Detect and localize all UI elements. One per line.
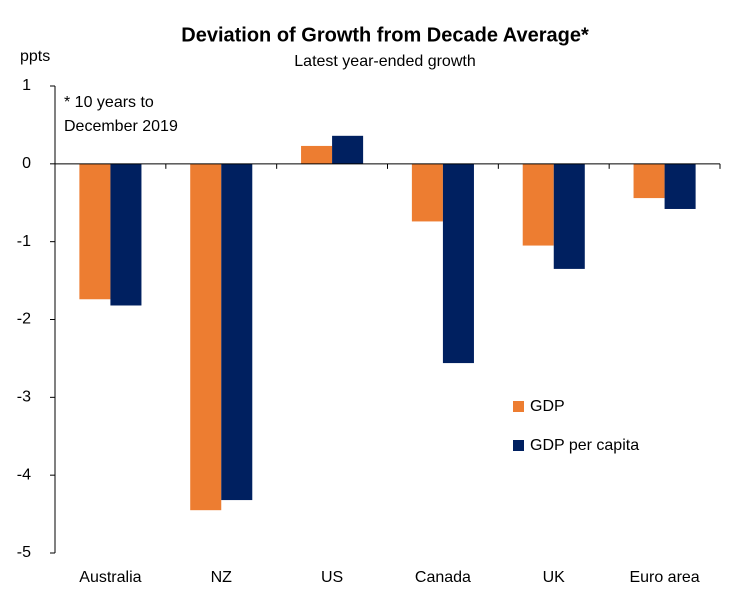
annotation: December 2019 — [64, 118, 178, 135]
x-tick-label: Australia — [79, 569, 141, 586]
y-tick-label: -3 — [17, 389, 31, 406]
bar — [442, 163, 474, 364]
bar — [110, 163, 142, 306]
bar — [221, 163, 253, 501]
y-tick-label: 0 — [22, 155, 31, 172]
y-tick-label: 1 — [22, 77, 31, 94]
bar — [332, 135, 364, 164]
legend-swatch — [513, 440, 524, 451]
y-tick-label: -1 — [17, 233, 31, 250]
bar — [664, 163, 696, 209]
x-tick-label: US — [321, 569, 343, 586]
x-tick-label: Canada — [415, 569, 471, 586]
y-tick-label: -5 — [17, 544, 31, 561]
x-tick-label: UK — [543, 569, 566, 586]
legend-swatch — [513, 401, 524, 412]
chart-title: Deviation of Growth from Decade Average* — [181, 24, 589, 46]
annotation: * 10 years to — [64, 94, 154, 111]
bar — [633, 163, 665, 199]
x-tick-label: Euro area — [629, 569, 699, 586]
chart-subtitle: Latest year-ended growth — [294, 53, 475, 70]
legend-label: GDP per capita — [530, 437, 639, 454]
x-tick-label: NZ — [211, 569, 233, 586]
bar — [79, 163, 111, 300]
bar — [301, 145, 333, 164]
bar — [190, 163, 222, 511]
legend-label: GDP — [530, 398, 565, 415]
bar — [522, 163, 554, 246]
y-tick-label: -2 — [17, 311, 31, 328]
y-tick-label: -4 — [17, 466, 31, 483]
bar — [411, 163, 443, 222]
y-axis-label: ppts — [20, 48, 50, 65]
bar — [553, 163, 585, 269]
